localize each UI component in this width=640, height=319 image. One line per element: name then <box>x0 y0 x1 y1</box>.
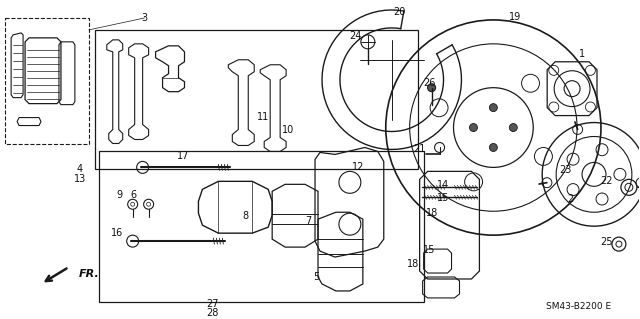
Text: 3: 3 <box>141 13 148 23</box>
Text: 12: 12 <box>351 162 364 172</box>
Circle shape <box>509 123 517 131</box>
Text: 10: 10 <box>282 124 294 135</box>
Circle shape <box>470 123 477 131</box>
Text: 28: 28 <box>206 308 219 318</box>
Text: 16: 16 <box>111 228 123 238</box>
Text: 4: 4 <box>77 164 83 174</box>
Text: FR.: FR. <box>79 269 100 279</box>
Text: 20: 20 <box>394 7 406 17</box>
Text: 22: 22 <box>601 176 613 186</box>
Text: 18: 18 <box>426 208 438 218</box>
Circle shape <box>428 84 436 92</box>
Text: 5: 5 <box>313 272 319 282</box>
Text: 15: 15 <box>437 193 450 203</box>
Text: 25: 25 <box>601 237 613 247</box>
Text: 18: 18 <box>406 259 419 269</box>
Text: 6: 6 <box>131 190 137 200</box>
Text: 2: 2 <box>567 194 573 204</box>
Text: 11: 11 <box>257 112 269 122</box>
Text: 19: 19 <box>509 12 522 22</box>
Text: 23: 23 <box>559 165 572 175</box>
Text: 26: 26 <box>424 78 436 88</box>
Text: 27: 27 <box>206 299 219 309</box>
Text: 14: 14 <box>437 180 450 190</box>
Text: 9: 9 <box>116 190 123 200</box>
Text: 15: 15 <box>424 245 436 255</box>
Text: 17: 17 <box>177 152 189 161</box>
Text: 7: 7 <box>305 216 311 226</box>
Text: SM43-B2200 E: SM43-B2200 E <box>546 302 611 311</box>
Text: 24: 24 <box>349 31 362 41</box>
Text: 1: 1 <box>579 49 585 59</box>
Circle shape <box>490 104 497 112</box>
Circle shape <box>490 144 497 152</box>
Text: 13: 13 <box>74 174 86 184</box>
Text: 21: 21 <box>413 145 426 154</box>
Text: 8: 8 <box>242 211 248 221</box>
